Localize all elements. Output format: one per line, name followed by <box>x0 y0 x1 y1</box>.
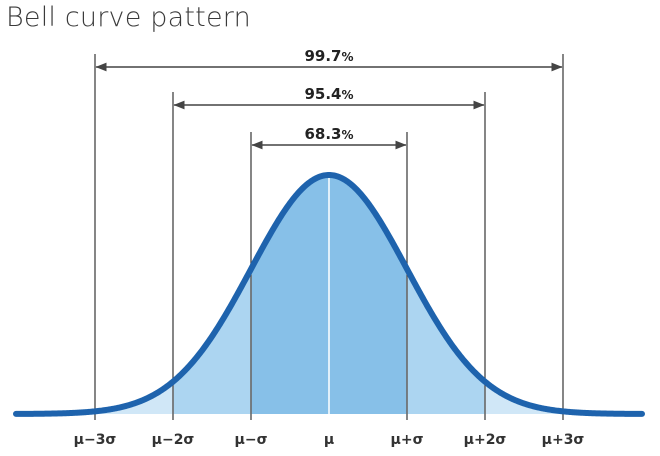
sigma-tick-label: μ−3σ <box>74 432 117 448</box>
sigma-tick-label: μ+σ <box>391 432 424 448</box>
sigma-tick-label: μ+3σ <box>542 432 585 448</box>
sigma-tick-label: μ−2σ <box>152 432 195 448</box>
interval-percent-label: 95.4% <box>304 85 353 103</box>
interval-arrows: 99.7% 95.4% 68.3% <box>95 47 563 150</box>
sigma-tick-labels: μ−3σ μ−2σ μ−σ μ μ+σ μ+2σ μ+3σ <box>74 432 585 448</box>
interval-percent-label: 68.3% <box>304 125 353 143</box>
interval-percent-label: 99.7% <box>304 47 353 65</box>
bell-curve-line <box>13 172 645 417</box>
sigma-tick-label: μ <box>324 432 334 448</box>
diagram-title: Bell curve pattern <box>6 2 251 33</box>
sigma-tick-label: μ+2σ <box>464 432 507 448</box>
sigma-tick-label: μ−σ <box>235 432 268 448</box>
sigma-guide-lines <box>94 54 564 420</box>
